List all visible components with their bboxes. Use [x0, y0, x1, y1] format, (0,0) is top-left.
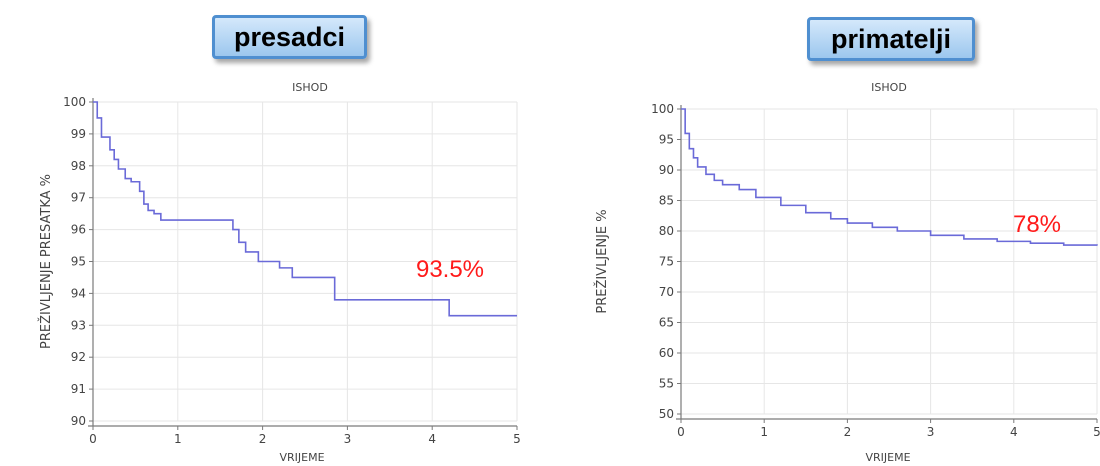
chart1-x-tick-label: 4	[428, 432, 436, 446]
panel-title-primatelji: primatelji	[807, 17, 975, 61]
chart1-y-tick-label: 91	[71, 382, 86, 396]
chart2-y-axis-label: PREŽIVLJENJE %	[594, 209, 610, 313]
chart2-y-tick-label: 55	[659, 377, 674, 391]
chart1-y-tick-label: 94	[71, 286, 86, 300]
chart2-y-tick-label: 65	[659, 316, 674, 330]
chart2-y-tick-label: 100	[651, 102, 674, 116]
chart2-y-tick-label: 70	[659, 285, 674, 299]
chart2-x-tick-label: 0	[677, 425, 685, 439]
chart1-y-tick-label: 98	[71, 159, 86, 173]
chart1-x-tick-label: 2	[259, 432, 267, 446]
chart2-survival-curve	[681, 108, 1098, 246]
chart1-y-tick-label: 92	[71, 350, 86, 364]
chart1-x-tick-label: 0	[89, 432, 97, 446]
chart1-y-tick-label: 100	[63, 95, 86, 109]
chart2-title: ISHOD	[871, 81, 907, 94]
chart1-x-tick-label: 5	[513, 432, 521, 446]
chart2-x-tick-label: 1	[760, 425, 768, 439]
chart2-y-tick-label: 95	[659, 133, 674, 147]
chart2-x-axis-label: VRIJEME	[865, 451, 910, 464]
chart2-y-tick-label: 90	[659, 163, 674, 177]
chart2-x-tick-label: 5	[1093, 425, 1100, 439]
chart1-y-tick-label: 90	[71, 414, 86, 428]
chart2-x-tick-label: 4	[1010, 425, 1018, 439]
chart1-survival-curve	[93, 101, 517, 317]
chart1-x-axis-label: VRIJEME	[279, 451, 324, 464]
chart1-survival-annotation: 93.5%	[416, 256, 484, 283]
chart2-x-tick-label: 3	[927, 425, 935, 439]
chart2-x-tick-label: 2	[844, 425, 852, 439]
chart1-y-tick-label: 93	[71, 318, 86, 332]
chart1-y-tick-label: 95	[71, 255, 86, 269]
chart2-y-tick-label: 75	[659, 255, 674, 269]
chart1-y-axis-label: PREŽIVLJENJE PRESATKA %	[38, 174, 54, 349]
chart1-title: ISHOD	[292, 81, 328, 94]
chart2-survival-annotation: 78%	[1013, 211, 1061, 238]
panel-title-presadci: presadci	[212, 15, 367, 59]
chart2-y-tick-label: 50	[659, 407, 674, 421]
chart2-y-tick-label: 85	[659, 194, 674, 208]
chart2-y-tick-label: 80	[659, 224, 674, 238]
chart1-x-tick-label: 3	[344, 432, 352, 446]
chart1-y-tick-label: 97	[71, 191, 86, 205]
chart1-y-tick-label: 99	[71, 127, 86, 141]
chart2-y-tick-label: 60	[659, 346, 674, 360]
chart1-y-tick-label: 96	[71, 223, 86, 237]
chart1-x-tick-label: 1	[174, 432, 182, 446]
